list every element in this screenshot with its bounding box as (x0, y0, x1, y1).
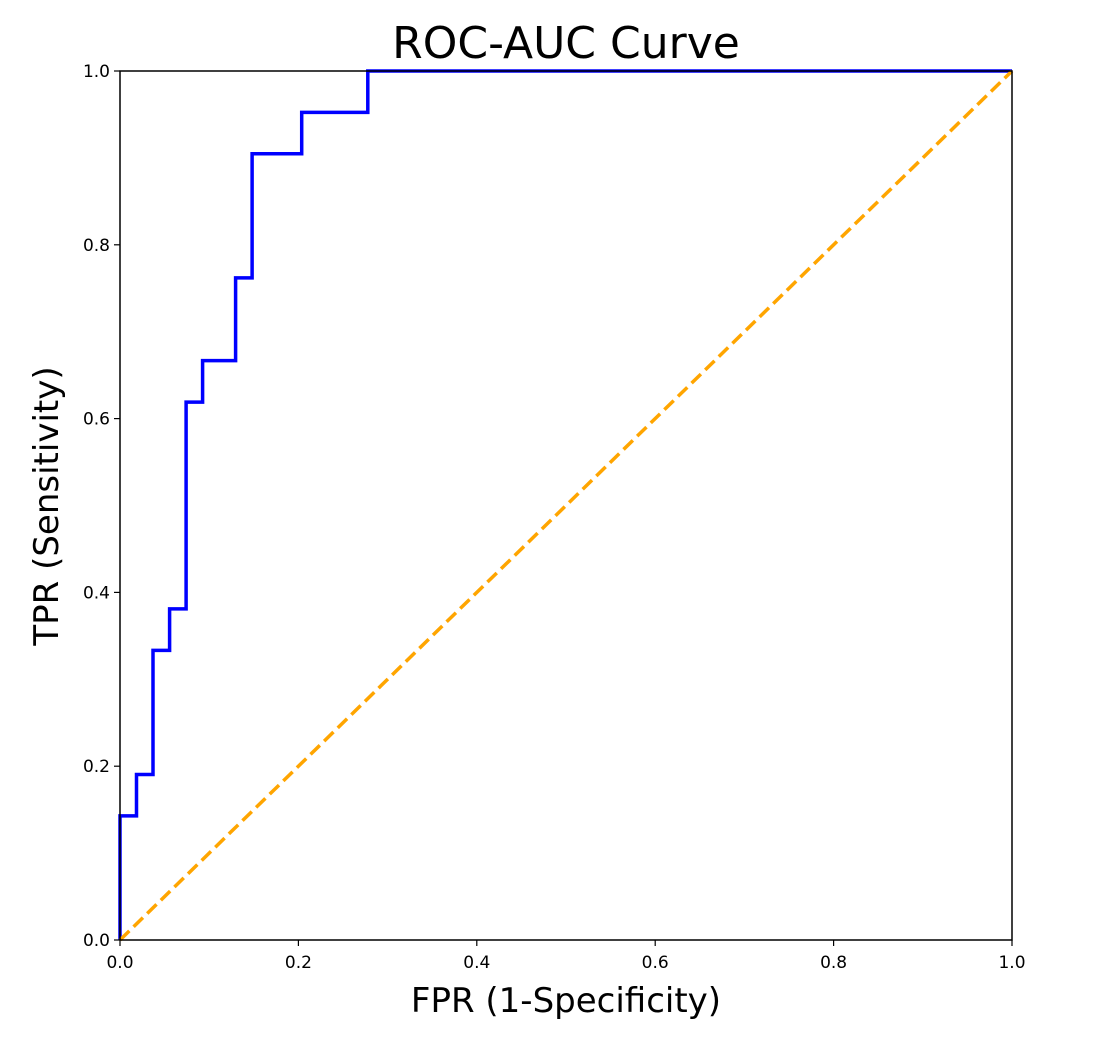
x-axis-label: FPR (1-Specificity) (411, 981, 721, 1021)
plot-frame (119, 70, 1013, 941)
x-tick-label: 0.6 (642, 953, 669, 973)
y-tick-label: 1.0 (83, 62, 110, 82)
x-tick-label: 1.0 (998, 953, 1025, 973)
x-tick-label: 0.2 (285, 953, 312, 973)
chart-title: ROC-AUC Curve (392, 18, 740, 69)
x-tick-label: 0.8 (820, 953, 847, 973)
x-tick-label: 0.4 (463, 953, 490, 973)
y-tick-label: 0.4 (83, 583, 110, 603)
y-axis-label: TPR (Sensitivity) (27, 366, 67, 646)
y-tick-label: 0.8 (83, 236, 110, 256)
y-tick-label: 0.6 (83, 410, 110, 430)
y-tick-label: 0.2 (83, 757, 110, 777)
chance-diagonal-line (118, 69, 1014, 942)
y-tick-label: 0.0 (83, 931, 110, 951)
roc-curve-line (118, 69, 1012, 940)
x-tick-label: 0.0 (106, 953, 133, 973)
plot-area: 0.0 0.2 0.4 0.6 0.8 1.0 0.0 0.2 0.4 0.6 0.8 1.0 (83, 62, 1026, 973)
